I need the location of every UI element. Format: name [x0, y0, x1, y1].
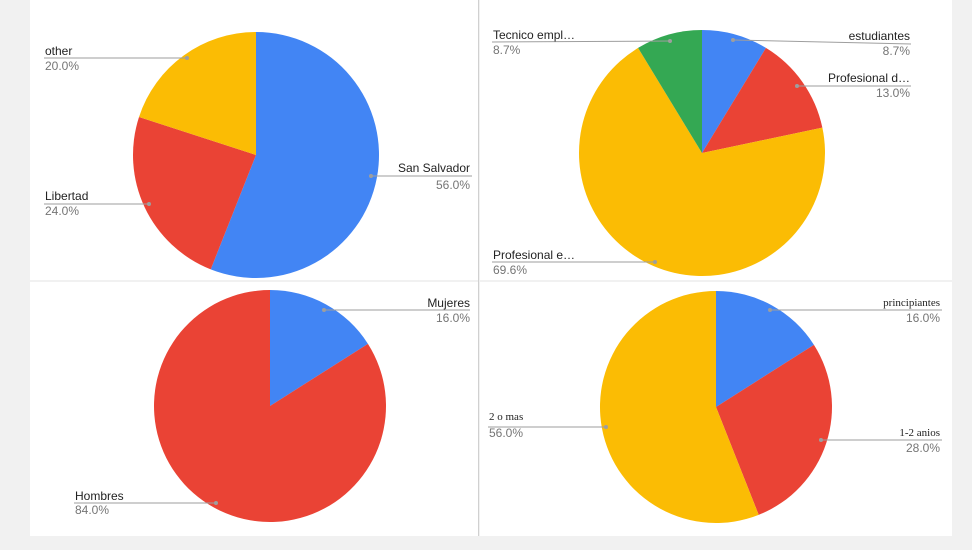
label-tecnico: Tecnico empl… — [493, 28, 575, 42]
leader-tecnico — [491, 40, 671, 43]
slice-2-o-mas — [599, 291, 759, 524]
pie-chart-experience: principiantes 16.0% 1-2 anios 28.0% 2 o … — [488, 291, 942, 524]
slice-other — [139, 32, 256, 155]
pct-profesional-e: 69.6% — [493, 263, 527, 277]
pct-hombres: 84.0% — [75, 503, 109, 517]
dot-principiantes — [768, 308, 772, 312]
dot-profesional-e — [653, 260, 657, 264]
slice-mujeres — [270, 290, 368, 406]
pct-tecnico: 8.7% — [493, 43, 521, 57]
pct-estudiantes: 8.7% — [883, 44, 911, 58]
dot-mujeres — [322, 308, 326, 312]
pie-chart-location: San Salvador 56.0% Libertad 24.0% other … — [44, 32, 472, 279]
pct-profesional-d: 13.0% — [876, 86, 910, 100]
label-profesional-e: Profesional e… — [493, 248, 575, 262]
label-san-salvador: San Salvador — [398, 161, 470, 175]
dot-hombres — [214, 501, 218, 505]
slice-libertad — [133, 116, 256, 270]
dot-estudiantes — [731, 38, 735, 42]
pie-chart-gender: Mujeres 16.0% Hombres 84.0% — [74, 290, 470, 522]
dot-san-salvador — [369, 174, 373, 178]
pct-san-salvador: 56.0% — [436, 178, 470, 192]
pct-2-o-mas: 56.0% — [489, 426, 523, 440]
pie-chart-occupation: estudiantes 8.7% Profesional d… 13.0% Pr… — [491, 28, 912, 277]
dot-tecnico — [668, 39, 672, 43]
pct-other: 20.0% — [45, 59, 79, 73]
leader-estudiantes — [732, 39, 912, 45]
dot-libertad — [147, 202, 151, 206]
label-profesional-d: Profesional d… — [828, 71, 910, 85]
dot-1-2-anios — [819, 438, 823, 442]
dot-2-o-mas — [604, 425, 608, 429]
slice-estudiantes — [702, 30, 766, 153]
pct-mujeres: 16.0% — [436, 311, 470, 325]
label-2-o-mas: 2 o mas — [489, 411, 523, 423]
slice-san-salvador — [210, 32, 380, 279]
pct-1-2-anios: 28.0% — [906, 441, 940, 455]
dot-other — [185, 56, 189, 60]
label-other: other — [45, 44, 72, 58]
slice-profesional-d — [702, 47, 823, 153]
slice-hombres — [154, 290, 387, 522]
label-estudiantes: estudiantes — [849, 29, 910, 43]
pct-principiantes: 16.0% — [906, 311, 940, 325]
dot-profesional-d — [795, 84, 799, 88]
slice-profesional-e — [579, 47, 826, 276]
label-hombres: Hombres — [75, 489, 124, 503]
label-libertad: Libertad — [45, 189, 88, 203]
label-mujeres: Mujeres — [427, 296, 470, 310]
label-principiantes: principiantes — [883, 297, 940, 309]
slice-1-2-anios — [716, 344, 832, 515]
slice-principiantes — [716, 291, 814, 407]
label-1-2-anios: 1-2 anios — [899, 427, 940, 439]
pct-libertad: 24.0% — [45, 204, 79, 218]
slice-tecnico — [638, 30, 702, 153]
